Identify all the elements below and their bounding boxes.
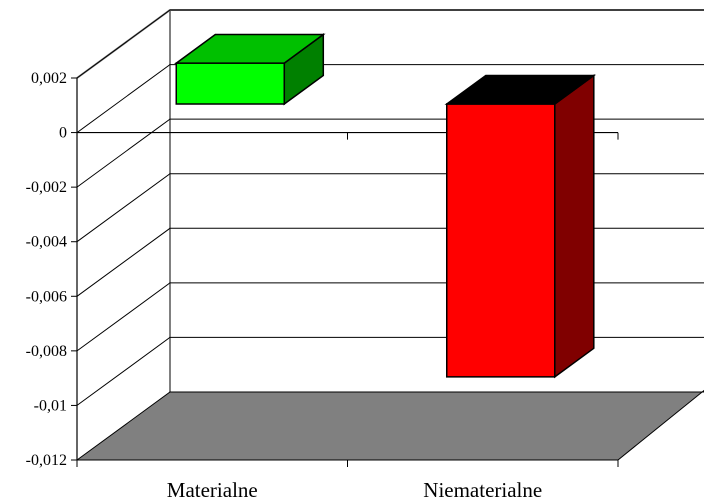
y-tick-label: -0,01 <box>34 397 67 414</box>
floor <box>75 389 704 461</box>
bar-2 <box>444 74 597 379</box>
x-axis-category-labels: Materialne Niematerialne <box>167 478 542 502</box>
gridline <box>76 9 704 79</box>
gridline <box>76 173 704 243</box>
gridline <box>76 64 704 134</box>
x-category-label: Materialne <box>167 478 258 502</box>
y-tick-label: -0,008 <box>26 343 67 360</box>
gridlines <box>76 9 704 406</box>
y-axis-tick-labels: 0,002 0 -0,002 -0,004 -0,006 -0,008 -0,01 -0,01… <box>26 70 67 469</box>
bar-top <box>174 33 326 64</box>
y-tick-label: 0 <box>59 125 67 142</box>
chart-walls <box>76 9 704 392</box>
bars <box>174 33 597 379</box>
gridline <box>76 118 704 188</box>
y-tick-label: 0,002 <box>31 70 67 87</box>
y-tick-label: -0,002 <box>26 179 67 196</box>
gridline <box>76 282 704 352</box>
bar-side <box>554 74 595 379</box>
x-category-label: Niematerialne <box>423 478 542 502</box>
y-tick-label: -0,004 <box>26 234 67 251</box>
gridline <box>76 227 704 297</box>
bar-front <box>175 62 285 105</box>
y-tick-label: -0,006 <box>26 288 67 305</box>
bar-front <box>446 103 556 378</box>
chart-floor <box>75 389 704 461</box>
back-wall-edge <box>76 9 704 79</box>
bar-top <box>444 74 597 105</box>
bar-1 <box>174 33 326 106</box>
y-tick-label: -0,012 <box>26 452 67 469</box>
